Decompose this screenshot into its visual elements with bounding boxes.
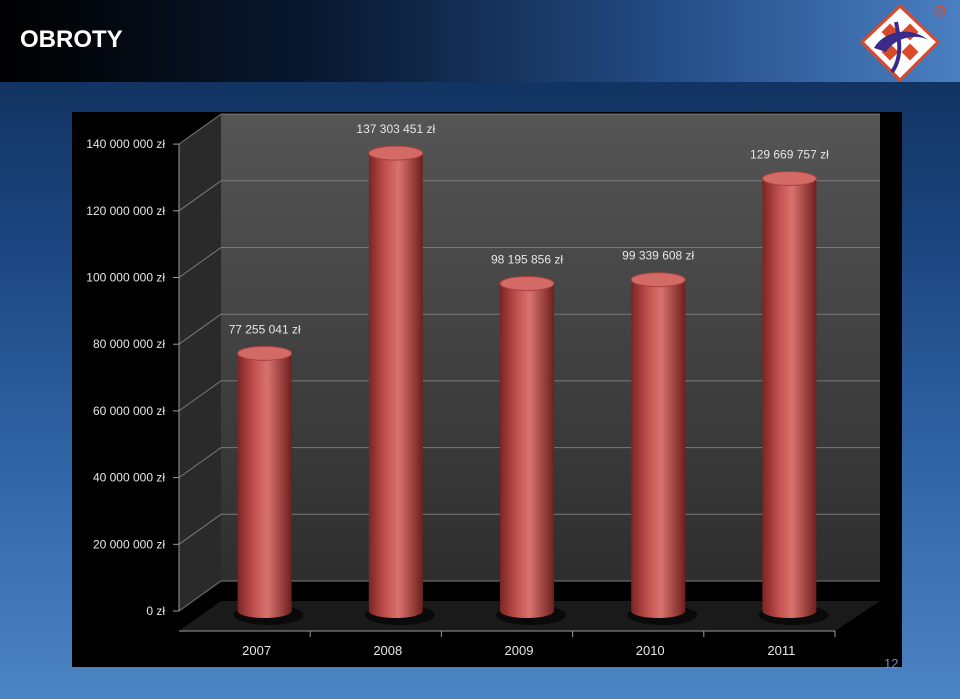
bar	[500, 283, 554, 618]
gridline-side	[178, 513, 222, 545]
x-tick-label: 2011	[767, 643, 795, 658]
y-tick-label: 100 000 000 zł	[86, 271, 165, 285]
gridline-side	[178, 180, 222, 212]
title-bar: OBROTY ®	[0, 0, 960, 82]
gridline-side	[178, 113, 222, 145]
y-tick-label: 80 000 000 zł	[93, 337, 165, 351]
gridline-side	[178, 380, 222, 412]
y-tick-label: 20 000 000 zł	[93, 537, 165, 551]
registered-mark: ®	[937, 7, 943, 16]
gridline-side	[178, 580, 222, 612]
bar-top	[761, 171, 817, 187]
slide-number: 12	[884, 656, 899, 671]
data-label: 99 339 608 zł	[622, 249, 694, 263]
y-tick-label: 40 000 000 zł	[93, 471, 165, 485]
bar-top	[630, 272, 686, 288]
data-label: 98 195 856 zł	[491, 253, 563, 267]
revenue-chart: 0 zł 20 000 000 zł 40 000 000 zł 60 000 000…	[72, 112, 902, 667]
data-label: 137 303 451 zł	[356, 122, 435, 136]
plot-side-wall	[179, 114, 221, 611]
y-tick-label: 60 000 000 zł	[93, 404, 165, 418]
bar-top	[499, 276, 555, 292]
gridline-side	[178, 313, 222, 345]
gridline-side	[178, 447, 222, 479]
company-logo-icon: ®	[859, 3, 946, 82]
bar-top	[368, 145, 424, 161]
x-tick-label: 2009	[505, 643, 534, 658]
bar	[368, 153, 423, 619]
data-label: 129 669 757 zł	[750, 148, 829, 162]
data-label: 77 255 041 zł	[229, 322, 301, 336]
bar	[631, 279, 686, 619]
x-tick-label: 2008	[373, 643, 402, 658]
bar	[237, 353, 292, 618]
x-tick-label: 2007	[242, 643, 271, 658]
y-tick-label: 0 zł	[146, 604, 165, 618]
bar	[762, 178, 817, 619]
y-tick-label: 120 000 000 zł	[86, 204, 165, 218]
gridline-side	[178, 247, 222, 278]
slide-title: OBROTY	[20, 26, 123, 53]
bar-top	[237, 345, 293, 361]
y-tick-label: 140 000 000 zł	[86, 137, 165, 151]
x-tick-label: 2010	[636, 643, 665, 658]
chart-area: 0 zł 20 000 000 zł 40 000 000 zł 60 000 000…	[72, 112, 902, 667]
